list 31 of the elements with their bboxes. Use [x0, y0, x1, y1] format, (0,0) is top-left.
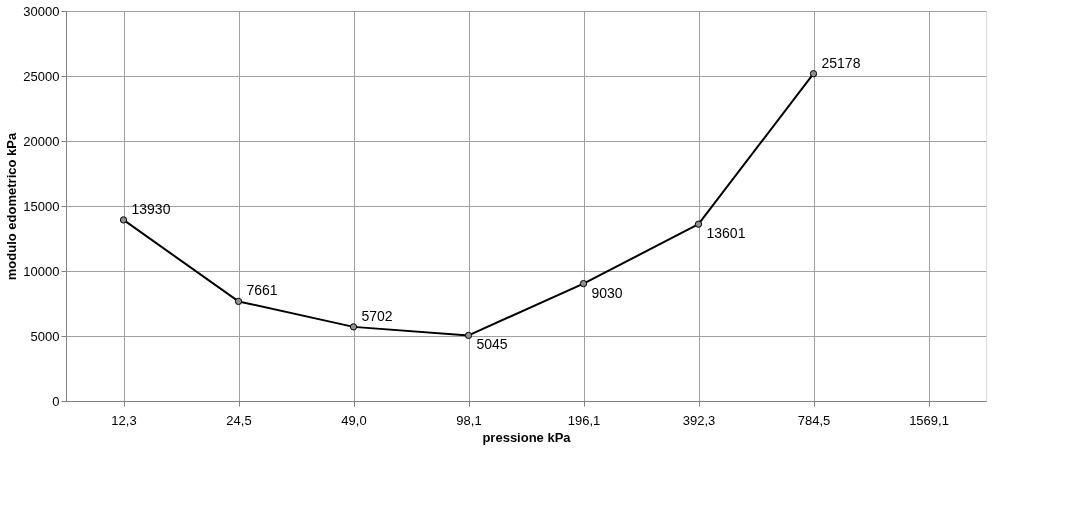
y-tick-label: 0	[52, 393, 60, 409]
data-label: 5702	[361, 307, 393, 324]
x-tick-label: 392,3	[682, 412, 716, 428]
x-tick-label: 98,1	[456, 412, 482, 428]
point	[694, 220, 703, 228]
x-tick-label: 196,1	[567, 412, 601, 428]
x-tick-label: 784,5	[797, 412, 831, 428]
point	[464, 331, 473, 340]
data-label: 9030	[591, 284, 623, 301]
data-label: 13930	[131, 200, 171, 217]
x-tick-label: 1569,1	[909, 412, 949, 428]
x-axis-title: pressione kPa	[482, 429, 572, 445]
point	[349, 323, 358, 331]
point	[809, 70, 818, 78]
y-tick-label: 10000	[23, 263, 60, 279]
data-label: 5045	[476, 336, 508, 353]
x-tick-label: 49,0	[341, 412, 367, 428]
point	[119, 216, 128, 224]
y-axis-title: modulo edometrico kPa	[4, 132, 20, 281]
y-tick-label: 20000	[23, 133, 60, 149]
data-label: 25178	[821, 54, 861, 71]
point	[234, 297, 243, 306]
y-tick-label: 30000	[23, 3, 60, 19]
data-label: 7661	[246, 282, 278, 299]
y-tick-label: 15000	[23, 198, 60, 214]
point	[579, 279, 588, 288]
y-tick-label: 5000	[30, 328, 60, 344]
y-tick-label: 25000	[23, 68, 60, 84]
data-label: 13601	[706, 225, 746, 242]
x-tick-label: 12,3	[111, 412, 137, 428]
x-tick-label: 24,5	[226, 412, 252, 428]
